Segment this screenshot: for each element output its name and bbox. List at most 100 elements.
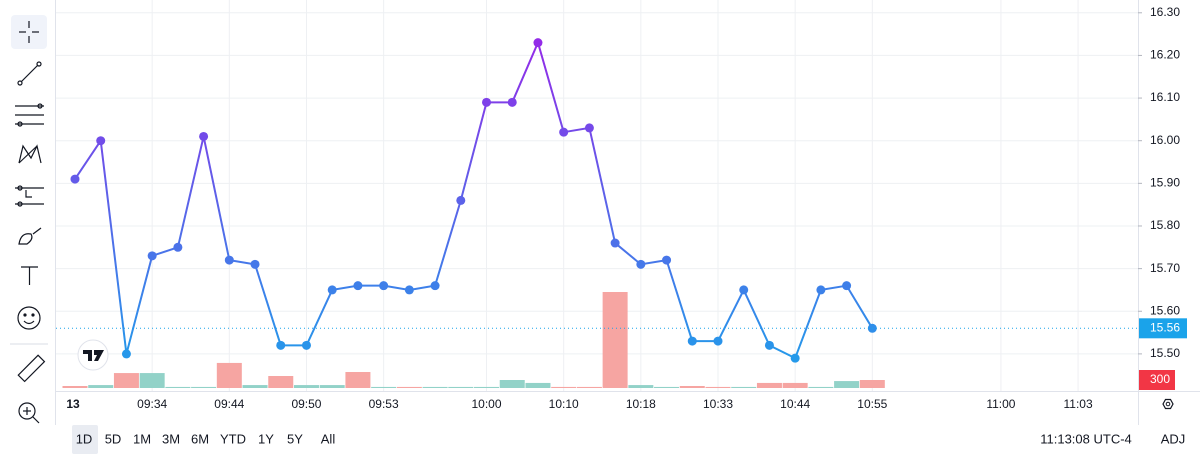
logo <box>77 339 109 371</box>
volume-bar <box>191 386 217 388</box>
tool-brush[interactable] <box>18 227 42 245</box>
volume-bar <box>242 385 268 388</box>
volume-bar <box>268 376 294 388</box>
x-tick-label: 09:34 <box>137 397 167 411</box>
y-tick-label: 16.10 <box>1150 90 1180 104</box>
last-volume-box <box>1139 370 1175 390</box>
plot <box>56 38 1138 363</box>
price-point[interactable] <box>301 340 311 350</box>
volume-bar <box>396 386 422 388</box>
price-point[interactable] <box>764 340 774 350</box>
tool-pattern[interactable] <box>18 144 42 164</box>
price-point[interactable] <box>379 281 389 291</box>
grid <box>56 0 1138 391</box>
range-button[interactable]: 1M <box>133 431 151 446</box>
logo-circle <box>77 339 109 371</box>
price-point[interactable] <box>250 259 260 269</box>
price-point[interactable] <box>687 336 697 346</box>
range-button[interactable]: 3M <box>162 431 180 446</box>
drawing-toolbar <box>10 15 48 424</box>
settings-icon[interactable] <box>1162 398 1174 410</box>
range-button[interactable]: 6M <box>191 431 209 446</box>
price-point[interactable] <box>790 353 800 363</box>
volume-bar <box>628 385 654 388</box>
price-point[interactable] <box>353 281 363 291</box>
x-tick-label: 10:00 <box>472 397 502 411</box>
volume-bar <box>499 380 525 388</box>
volume-bar <box>113 373 139 388</box>
price-point[interactable] <box>147 251 157 261</box>
x-tick-label: 13 <box>66 397 80 411</box>
last-volume-label: 300 <box>1150 372 1170 386</box>
price-point[interactable] <box>404 285 414 295</box>
x-tick-label: 09:50 <box>291 397 321 411</box>
price-line <box>74 39 874 360</box>
volume-bar <box>165 386 191 388</box>
volume-bar <box>782 382 808 388</box>
x-tick-label: 10:18 <box>626 397 656 411</box>
volume-bar <box>474 386 500 388</box>
tool-trendline[interactable] <box>17 61 42 86</box>
price-point[interactable] <box>456 195 466 205</box>
clock: 11:13:08 UTC-4 <box>1040 431 1132 446</box>
volume-bar <box>705 386 731 388</box>
price-point[interactable] <box>96 136 106 146</box>
y-tick-label: 16.30 <box>1150 5 1180 19</box>
x-tick-label: 09:53 <box>369 397 399 411</box>
volume-bar <box>808 386 834 388</box>
tool-crosshair[interactable] <box>19 21 39 43</box>
tool-fib[interactable] <box>15 103 44 127</box>
range-button[interactable]: 1Y <box>258 431 274 446</box>
price-point[interactable] <box>224 255 234 265</box>
range-button[interactable]: 1D <box>76 431 93 446</box>
tool-ruler[interactable] <box>17 354 46 383</box>
tool-text[interactable] <box>21 266 38 285</box>
x-tick-label: 10:10 <box>549 397 579 411</box>
range-button[interactable]: 5Y <box>287 431 303 446</box>
price-point[interactable] <box>842 281 852 291</box>
x-tick-label: 10:33 <box>703 397 733 411</box>
volume-bar <box>525 382 551 388</box>
range-button[interactable]: 5D <box>105 431 122 446</box>
price-point[interactable] <box>713 336 723 346</box>
tool-forecast[interactable] <box>15 185 44 207</box>
price-point[interactable] <box>70 174 80 184</box>
price-point[interactable] <box>739 285 749 295</box>
volume-bar <box>576 386 602 388</box>
price-point[interactable] <box>559 127 569 137</box>
price-point[interactable] <box>636 259 646 269</box>
tool-zoom[interactable] <box>18 402 40 424</box>
volume-bar <box>422 386 448 388</box>
range-button[interactable]: YTD <box>220 431 246 446</box>
price-point[interactable] <box>816 285 826 295</box>
volume-bar <box>654 386 680 388</box>
last-price-label: 15.56 <box>1150 320 1180 334</box>
price-point[interactable] <box>662 255 672 265</box>
price-point[interactable] <box>584 123 594 133</box>
price-point[interactable] <box>121 349 131 359</box>
price-point[interactable] <box>199 131 209 141</box>
price-point[interactable] <box>276 340 286 350</box>
volume-bar <box>731 386 757 388</box>
tool-crosshair-bg <box>11 15 47 49</box>
volume-bar <box>216 362 242 388</box>
volume-bar <box>345 372 371 388</box>
y-tick-label: 15.70 <box>1150 261 1180 275</box>
price-point[interactable] <box>482 97 492 107</box>
volume-bar <box>756 382 782 388</box>
price-point[interactable] <box>173 242 183 252</box>
range-button[interactable]: All <box>321 431 336 446</box>
price-point[interactable] <box>610 238 620 248</box>
price-point[interactable] <box>507 97 517 107</box>
tool-emoji[interactable] <box>17 306 41 330</box>
y-tick-label: 15.90 <box>1150 176 1180 190</box>
bottom-toolbar: 11:13:08 UTC-4 ADJ 1D 5D 1M 3M 6M YTD 1Y 5Y All <box>72 425 1186 454</box>
adjust-button[interactable]: ADJ <box>1161 431 1186 446</box>
last-price-box <box>1139 318 1187 339</box>
range-selected-bg <box>72 425 98 454</box>
background <box>0 0 1200 425</box>
price-point[interactable] <box>533 38 543 48</box>
price-point[interactable] <box>327 285 337 295</box>
price-point[interactable] <box>430 281 440 291</box>
